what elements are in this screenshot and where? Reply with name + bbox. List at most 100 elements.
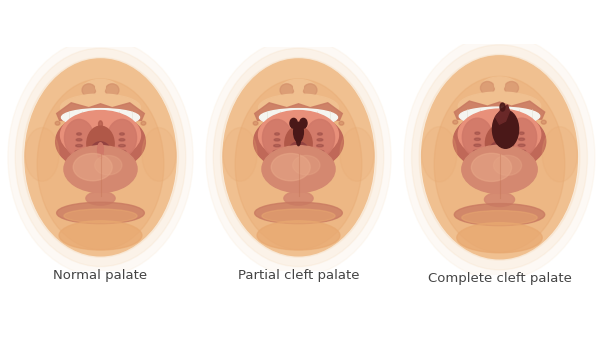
Ellipse shape [56,202,145,224]
Ellipse shape [254,202,343,224]
Ellipse shape [484,193,515,206]
Ellipse shape [518,138,524,140]
Ellipse shape [23,58,179,257]
Ellipse shape [317,139,323,141]
Ellipse shape [280,79,317,101]
Ellipse shape [257,221,340,250]
Ellipse shape [119,133,124,135]
Ellipse shape [274,144,280,147]
Ellipse shape [98,121,103,128]
Ellipse shape [296,134,301,146]
Ellipse shape [223,128,257,181]
Ellipse shape [262,146,335,193]
Ellipse shape [457,223,542,253]
Ellipse shape [107,119,137,156]
Ellipse shape [213,48,384,266]
Ellipse shape [260,108,337,126]
Ellipse shape [422,127,457,182]
Ellipse shape [64,119,94,156]
Ellipse shape [90,142,111,165]
Ellipse shape [253,121,258,125]
Ellipse shape [500,103,505,111]
Ellipse shape [462,121,537,129]
Ellipse shape [95,155,122,175]
Text: Partial cleft palate: Partial cleft palate [238,268,359,281]
Ellipse shape [206,39,391,276]
Ellipse shape [62,108,139,126]
Ellipse shape [280,84,293,96]
Ellipse shape [493,155,521,175]
Ellipse shape [458,109,541,159]
Ellipse shape [453,111,546,172]
Ellipse shape [82,79,119,101]
Ellipse shape [453,120,458,124]
Ellipse shape [412,45,587,270]
Ellipse shape [259,111,338,159]
Ellipse shape [223,59,374,256]
Ellipse shape [262,122,335,130]
Ellipse shape [542,127,577,182]
Ellipse shape [518,150,526,153]
Ellipse shape [541,120,546,124]
Ellipse shape [474,144,481,146]
Ellipse shape [141,121,146,125]
Ellipse shape [25,128,59,181]
Ellipse shape [460,107,540,125]
Ellipse shape [427,64,572,251]
Ellipse shape [235,79,362,250]
Polygon shape [496,105,509,124]
Ellipse shape [98,143,103,156]
Ellipse shape [86,192,115,205]
Ellipse shape [274,139,280,141]
Ellipse shape [56,113,145,171]
Ellipse shape [75,150,83,153]
Ellipse shape [316,150,324,153]
Ellipse shape [293,155,320,175]
Ellipse shape [77,133,82,135]
Ellipse shape [304,84,317,96]
Text: Complete cleft palate: Complete cleft palate [428,272,571,285]
Ellipse shape [339,121,344,125]
Ellipse shape [55,121,60,125]
Ellipse shape [506,118,536,156]
Ellipse shape [275,133,280,135]
Ellipse shape [87,126,114,161]
Polygon shape [454,101,545,121]
Ellipse shape [519,132,524,135]
Ellipse shape [273,150,281,153]
Ellipse shape [434,76,565,252]
Ellipse shape [475,138,481,140]
Ellipse shape [254,113,343,171]
Ellipse shape [481,81,494,95]
Ellipse shape [285,126,312,161]
Polygon shape [254,103,343,122]
Ellipse shape [485,125,514,161]
Ellipse shape [61,94,140,121]
Ellipse shape [64,209,137,223]
Ellipse shape [462,211,537,225]
Ellipse shape [76,144,82,147]
Ellipse shape [518,144,525,146]
Ellipse shape [25,59,176,256]
Ellipse shape [340,128,374,181]
Ellipse shape [505,81,518,95]
Ellipse shape [262,119,292,156]
Ellipse shape [462,145,537,194]
Ellipse shape [293,122,304,142]
Ellipse shape [64,146,137,193]
Ellipse shape [493,147,506,163]
Ellipse shape [481,77,518,99]
Ellipse shape [463,118,493,156]
Ellipse shape [494,80,505,90]
Ellipse shape [64,122,137,130]
Ellipse shape [404,35,595,280]
Ellipse shape [454,203,545,226]
Ellipse shape [76,139,82,141]
Ellipse shape [73,154,112,181]
Ellipse shape [106,84,119,96]
Ellipse shape [119,139,125,141]
Ellipse shape [221,58,377,257]
Ellipse shape [94,147,107,163]
Ellipse shape [82,84,95,96]
Ellipse shape [142,128,176,181]
